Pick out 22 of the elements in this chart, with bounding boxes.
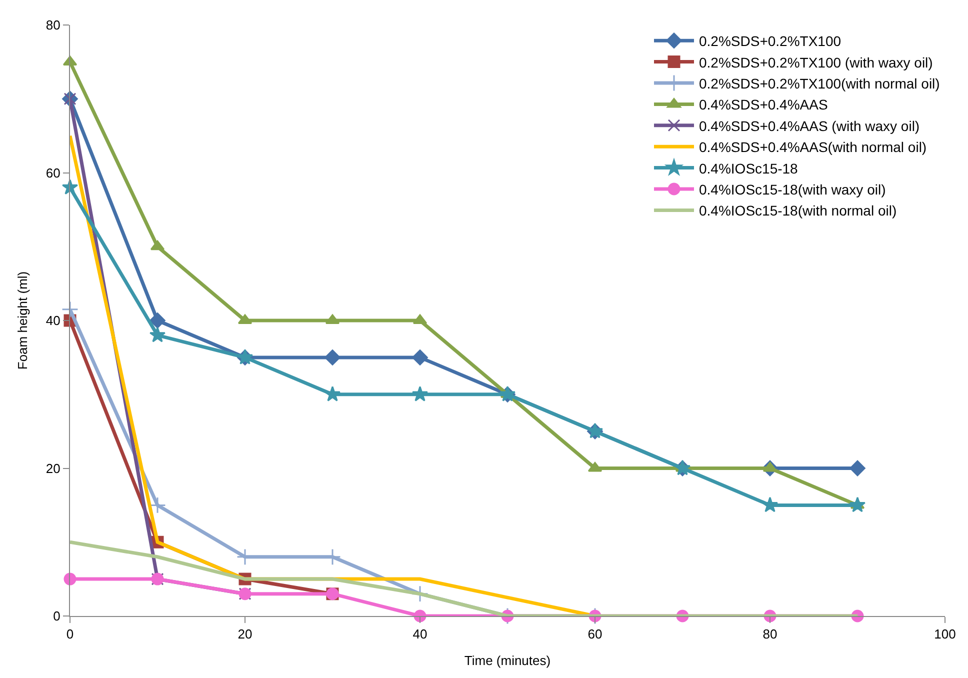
x-tick-label: 40 (412, 626, 428, 642)
x-tick-label: 60 (588, 626, 602, 642)
legend-label: 0.4%IOSc15-18 (699, 160, 798, 176)
x-tick-label: 0 (66, 626, 74, 642)
y-tick-label: 20 (46, 460, 60, 476)
legend-label: 0.2%SDS+0.2%TX100 (699, 33, 842, 50)
y-axis-title: Foam height (ml) (14, 271, 30, 370)
x-axis-title: Time (minutes) (464, 653, 551, 668)
x-tick-label: 100 (934, 626, 956, 642)
x-tick-label: 80 (762, 626, 778, 642)
legend-label: 0.4%IOSc15-18(with normal oil) (699, 202, 897, 219)
legend-label: 0.4%SDS+0.4%AAS (699, 96, 828, 113)
y-tick-label: 0 (53, 608, 60, 624)
legend-label: 0.2%SDS+0.2%TX100 (with waxy oil) (699, 54, 933, 70)
legend-label: 0.2%SDS+0.2%TX100(with normal oil) (699, 75, 940, 92)
legend-label: 0.4%IOSc15-18(with waxy oil) (699, 181, 886, 198)
legend-label: 0.4%SDS+0.4%AAS(with normal oil) (699, 139, 927, 156)
y-tick-label: 60 (46, 165, 60, 180)
y-tick-label: 40 (46, 313, 60, 328)
x-tick-label: 20 (238, 626, 252, 642)
legend-label: 0.4%SDS+0.4%AAS (with waxy oil) (699, 118, 920, 134)
y-tick-label: 80 (46, 18, 60, 33)
